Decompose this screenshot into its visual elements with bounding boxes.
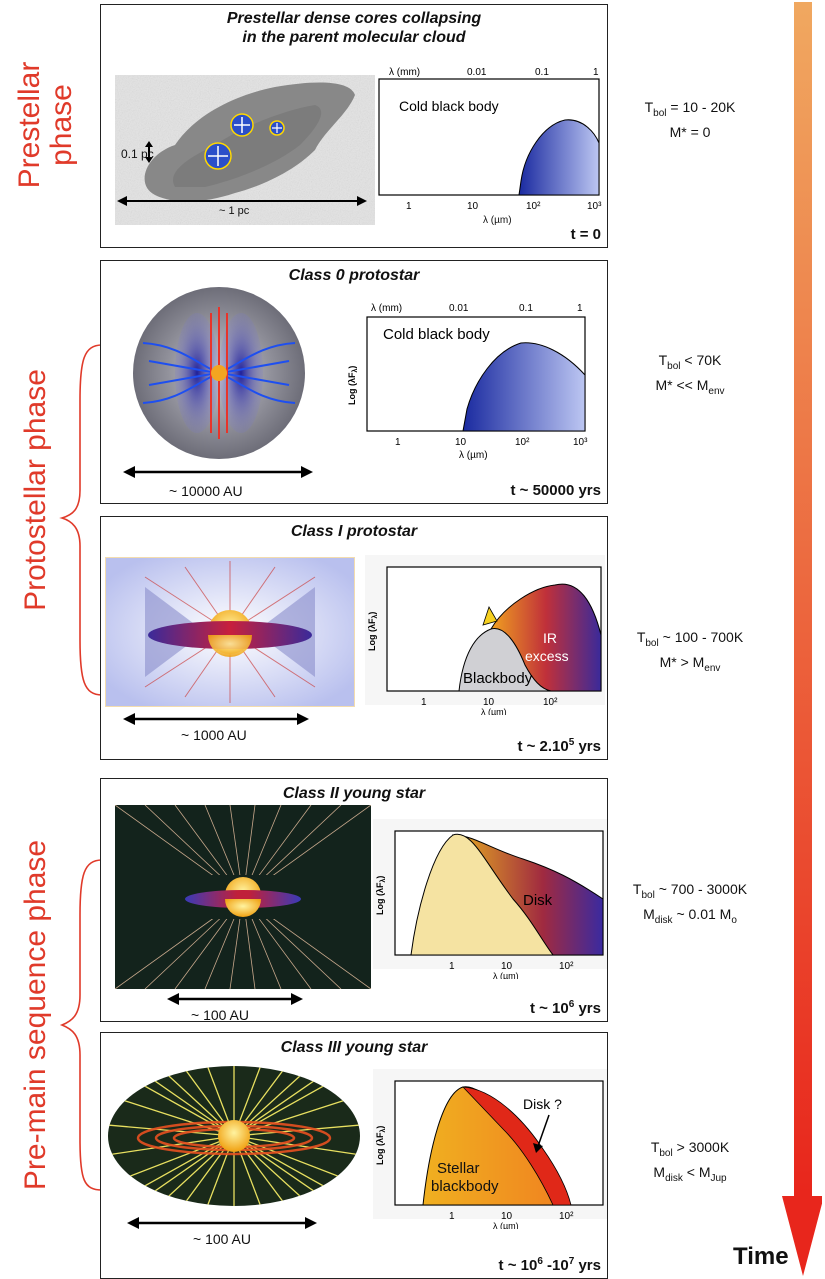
sed-label-blackbody: blackbody	[431, 1178, 499, 1195]
sed-ylabel: Log (λFλ)	[375, 1126, 387, 1165]
panel-title: Class II young star	[282, 785, 426, 802]
core-3	[204, 142, 232, 170]
sed-bottom-tick: 10	[455, 437, 467, 448]
class0-envelope-illustration	[133, 287, 305, 459]
sed-bottom-tick: 1	[449, 1211, 455, 1222]
phase-label-prestellar: Prestellar phase	[13, 61, 78, 189]
time-label: t ~ 106 -107 yrs	[498, 1256, 601, 1274]
sed-bottom-tick: 1	[395, 437, 401, 448]
sed-ylabel: Log (λFλ)	[347, 366, 359, 405]
time-label: t ~ 106 yrs	[529, 999, 601, 1017]
sed-xlabel: λ (µm)	[459, 450, 488, 461]
scale-label: ~ 100 AU	[191, 1007, 249, 1023]
sed-plot: Disk ? Stellar blackbody Log (λFλ) 1 10 …	[373, 1069, 607, 1229]
sed-label-disk: Disk ?	[523, 1096, 562, 1112]
sed-bottom-tick: 1	[421, 697, 427, 708]
brace-protostellar	[59, 344, 103, 696]
sed-top-tick: 1	[577, 303, 583, 314]
scale-label: ~ 100 AU	[193, 1231, 251, 1247]
scale-arrow	[127, 1217, 317, 1229]
sed-top-axis-label: λ (mm)	[371, 303, 402, 314]
panel-prestellar: Prestellar dense cores collapsing in the…	[100, 4, 608, 248]
sed-bottom-tick: 10²	[543, 697, 558, 708]
sed-bottom-tick: 10²	[559, 1211, 574, 1222]
panel-classIII: Class III young star	[100, 1032, 608, 1279]
sed-top-tick: 0.1	[535, 67, 549, 78]
core-2	[269, 120, 285, 136]
molecular-cloud-image	[115, 75, 375, 225]
time-axis-label: Time	[733, 1243, 789, 1270]
sed-bottom-tick: 10	[501, 961, 513, 972]
panel-classII: Class II young star ~ 100 AU	[100, 778, 608, 1023]
sed-plot: IR excess Blackbody Log (λFλ) 1 10 10² λ…	[365, 555, 605, 715]
scale-arrow	[167, 993, 303, 1005]
scale-arrow	[123, 466, 313, 478]
sed-top-tick: 0.1	[519, 303, 533, 314]
sed-bottom-tick: 10	[501, 1211, 513, 1222]
time-label: t ~ 50000 yrs	[510, 482, 602, 499]
params-classI: Tbol ~ 100 - 700K M* > Menv	[636, 629, 744, 674]
panel-title: Prestellar dense cores collapsing in the…	[226, 10, 482, 46]
sed-bottom-tick: 1	[449, 961, 455, 972]
sed-top-tick: 0.01	[449, 303, 469, 314]
brace-premain	[59, 859, 103, 1191]
core-1	[230, 113, 254, 137]
params-classII: Tbol ~ 700 - 3000K Mdisk ~ 0.01 Mo	[632, 881, 748, 926]
sed-xlabel: λ (µm)	[483, 215, 512, 226]
classI-illustration	[105, 557, 355, 707]
sed-ylabel: Log (λFλ)	[375, 876, 387, 915]
params-classIII: Tbol > 3000K Mdisk < MJup	[650, 1139, 730, 1184]
sed-label-blackbody: Blackbody	[463, 670, 533, 687]
sed-bottom-tick: 10³	[573, 437, 588, 448]
panel-title: Class III young star	[280, 1039, 428, 1056]
sed-xlabel: λ (µm)	[481, 707, 507, 715]
sed-xlabel: λ (µm)	[493, 1221, 519, 1229]
sed-label-excess: excess	[525, 648, 569, 664]
sed-plot: Disk Log (λFλ) 1 10 10² λ (µm)	[373, 819, 607, 979]
sed-top-tick: 0.01	[467, 67, 487, 78]
scale-label: ~ 1000 AU	[181, 727, 247, 743]
sed-bottom-tick: 10³	[587, 201, 602, 212]
sed-bottom-tick: 1	[406, 201, 412, 212]
params-prestellar: Tbol = 10 - 20K M* = 0	[644, 99, 736, 140]
sed-ylabel: Log (λFλ)	[367, 612, 379, 651]
classIII-illustration	[108, 1066, 360, 1206]
sed-top-tick: 1	[593, 67, 599, 78]
sed-plot: λ (mm) 0.01 0.1 1 Cold black body Log (λ…	[347, 303, 588, 461]
panel-class0: Class 0 protostar ~ 10000 AU λ (mm) 0.01	[100, 260, 608, 504]
panel-title: Class 0 protostar	[288, 267, 420, 284]
sed-curve-label: Cold black body	[383, 326, 490, 343]
scale-label: ~ 10000 AU	[169, 483, 243, 499]
classII-illustration	[115, 805, 371, 989]
time-label: t = 0	[570, 226, 601, 243]
time-label: t ~ 2.105 yrs	[517, 737, 601, 755]
scale-arrow	[123, 713, 309, 725]
sed-label-ir: IR	[543, 630, 557, 646]
scale-label: ~ 1 pc	[219, 205, 250, 217]
sed-bottom-tick: 10	[483, 697, 495, 708]
sed-label-stellar: Stellar	[437, 1160, 480, 1177]
sed-top-axis-label: λ (mm)	[389, 67, 420, 78]
sed-bottom-tick: 10²	[526, 201, 541, 212]
panel-classI: Class I protostar ~ 1000 AU	[100, 516, 608, 760]
scale-label-small: 0.1 pc	[121, 147, 154, 161]
sed-curve-label: Disk	[523, 892, 553, 909]
params-class0: Tbol < 70K M* << Menv	[655, 352, 725, 397]
sed-bottom-tick: 10²	[515, 437, 530, 448]
panel-title: Class I protostar	[290, 523, 418, 540]
sed-xlabel: λ (µm)	[493, 971, 519, 979]
sed-plot: λ (mm) 0.01 0.1 1 Cold black body 1 10 1…	[378, 67, 602, 212]
sed-curve-label: Cold black body	[399, 98, 499, 114]
sed-bottom-tick: 10²	[559, 961, 574, 972]
time-arrow	[782, 2, 822, 1276]
sed-bottom-tick: 10	[467, 201, 479, 212]
